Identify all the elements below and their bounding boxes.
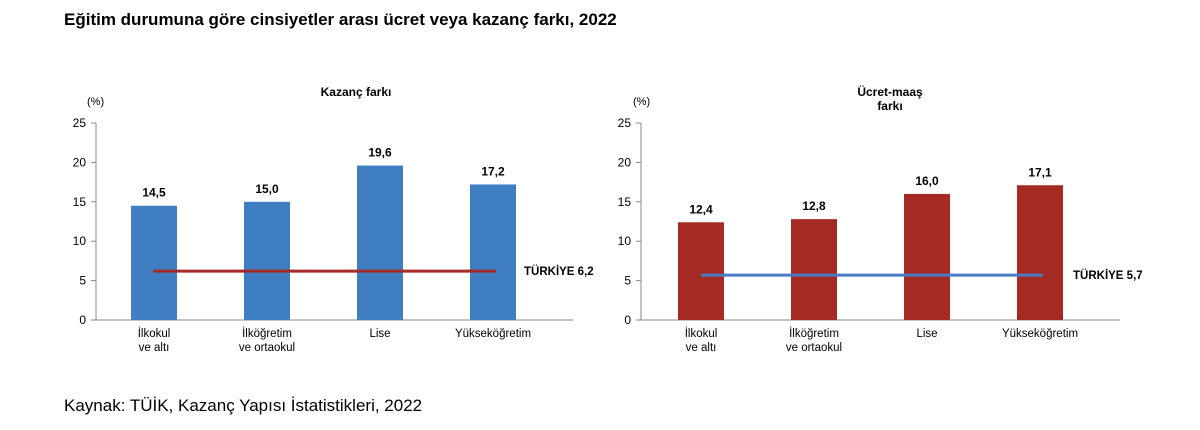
y-tick-label: 5	[624, 274, 631, 288]
data-label: 19,6	[368, 146, 392, 160]
x-tick-label: ve ortaokul	[239, 342, 295, 354]
x-tick-label: Yükseköğretim	[1002, 328, 1078, 340]
y-tick-label: 5	[79, 274, 86, 288]
x-tick-label: Lise	[916, 328, 937, 340]
y-tick-label: 10	[618, 234, 632, 248]
source-note: Kaynak: TÜİK, Kazanç Yapısı İstatistikle…	[64, 396, 423, 415]
data-label: 12,4	[689, 202, 713, 216]
chart-title-line: Kazanç farkı	[321, 85, 392, 99]
y-tick-label: 15	[618, 195, 632, 209]
y-axis-unit: (%)	[87, 96, 104, 108]
data-label: 16,0	[915, 174, 939, 188]
x-tick-label: ve altı	[686, 342, 717, 354]
x-tick-label: Lise	[369, 328, 390, 340]
data-label: 15,0	[255, 182, 279, 196]
x-tick-label: İlkokul	[138, 327, 171, 340]
x-tick-label: Yükseköğretim	[455, 328, 531, 340]
bar	[1017, 185, 1063, 320]
x-tick-label: ve altı	[139, 342, 170, 354]
chart-title-line: Ücret-maaş	[857, 84, 923, 99]
y-tick-label: 20	[73, 155, 87, 169]
bar	[678, 222, 724, 320]
data-label: 14,5	[142, 186, 166, 200]
x-tick-label: ve ortaokul	[786, 342, 842, 354]
reference-label: TÜRKİYE 5,7	[1073, 269, 1143, 282]
charts-canvas: Kazanç farkı (%) 0 5 10 15 20 25 14,5 İlkokul ve a…	[73, 84, 1143, 354]
y-tick-label: 0	[79, 313, 86, 327]
chart-title-line: farkı	[877, 99, 902, 113]
bar	[470, 184, 516, 320]
page-title: Eğitim durumuna göre cinsiyetler arası ü…	[64, 10, 617, 29]
bar	[791, 219, 837, 320]
x-tick-label: İlköğretim	[789, 327, 839, 340]
y-tick-label: 20	[618, 155, 632, 169]
reference-label: TÜRKİYE 6,2	[524, 265, 594, 278]
y-axis-unit: (%)	[633, 96, 650, 108]
y-tick-label: 25	[73, 116, 87, 130]
data-label: 17,1	[1028, 165, 1052, 179]
y-tick-label: 15	[73, 195, 87, 209]
y-tick-label: 25	[618, 116, 632, 130]
y-tick-label: 10	[73, 234, 87, 248]
y-tick-label: 0	[624, 313, 631, 327]
x-tick-label: İlkokul	[685, 327, 718, 340]
bar	[131, 205, 177, 320]
x-tick-label: İlköğretim	[242, 327, 292, 340]
bar	[904, 193, 950, 320]
data-label: 12,8	[802, 199, 826, 213]
bar	[244, 201, 290, 320]
bar	[357, 165, 403, 320]
data-label: 17,2	[481, 164, 505, 178]
